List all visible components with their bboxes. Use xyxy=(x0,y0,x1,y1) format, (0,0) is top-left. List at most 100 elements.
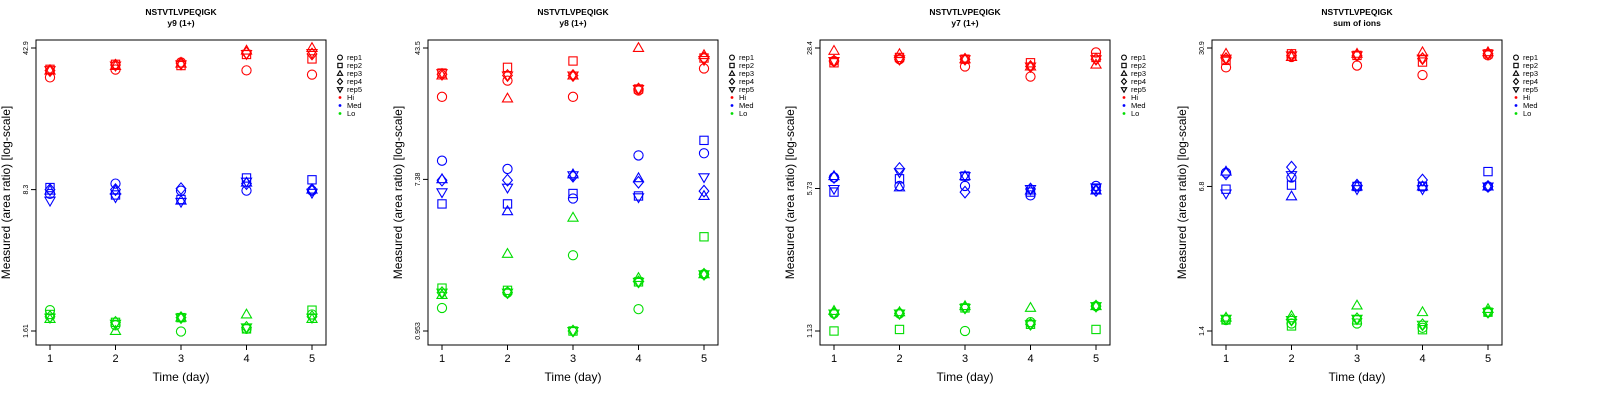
legend-label: Hi xyxy=(1523,93,1530,102)
x-tick-label: 1 xyxy=(831,353,837,365)
legend-marker-rep1 xyxy=(1513,54,1519,61)
legend-marker-rep5 xyxy=(728,87,736,94)
data-point-med-rep4 xyxy=(44,183,56,197)
legend-label: rep1 xyxy=(1131,53,1146,62)
data-point-lo-rep3 xyxy=(1350,299,1364,310)
data-point-med-rep5 xyxy=(1285,171,1298,182)
chart-subtitle: y8 (1+) xyxy=(559,18,586,28)
y-axis-label: Measured (area ratio) [log-scale] xyxy=(0,106,13,279)
data-point-hi-rep5 xyxy=(174,60,188,71)
data-point-med-rep5 xyxy=(43,196,57,208)
data-point-lo-rep3 xyxy=(501,247,514,258)
x-axis-label: Time (day) xyxy=(153,370,210,384)
data-point-lo-rep3 xyxy=(632,271,645,282)
data-point-med-rep5 xyxy=(958,172,972,183)
plot-frame xyxy=(427,39,719,346)
data-point-hi-rep3 xyxy=(305,41,319,53)
chart-subtitle: sum of ions xyxy=(1333,18,1381,28)
data-point-hi-rep3 xyxy=(109,59,122,71)
data-point-lo-rep2 xyxy=(1286,321,1297,331)
data-point-lo-rep5 xyxy=(305,313,319,325)
legend-label: rep2 xyxy=(1131,61,1146,70)
data-point-hi-rep3 xyxy=(893,47,906,59)
legend-label: rep3 xyxy=(1523,69,1538,78)
data-point-med-rep2 xyxy=(1221,184,1231,194)
data-point-med-rep1 xyxy=(502,163,513,175)
x-axis-label: Time (day) xyxy=(545,370,602,384)
data-point-hi-rep1 xyxy=(502,75,513,86)
legend-label: rep3 xyxy=(739,69,754,78)
data-point-lo-rep3 xyxy=(109,324,122,336)
data-point-hi-rep3 xyxy=(1416,45,1429,57)
data-point-lo-rep3 xyxy=(1481,302,1495,314)
data-point-med-rep5 xyxy=(1350,185,1364,196)
legend-label: Hi xyxy=(347,93,354,102)
legend-marker-rep2 xyxy=(1513,62,1519,69)
data-point-med-rep4 xyxy=(1285,160,1298,174)
data-point-med-rep2 xyxy=(568,188,578,199)
data-point-lo-rep2 xyxy=(829,326,839,336)
data-point-med-rep4 xyxy=(501,173,514,187)
y-tick-label: 0.953 xyxy=(415,322,422,340)
data-point-hi-rep5 xyxy=(827,56,841,68)
x-tick-label: 4 xyxy=(243,353,249,365)
legend-marker-rep3 xyxy=(728,69,736,76)
x-tick-label: 1 xyxy=(47,353,53,365)
data-point-med-rep4 xyxy=(893,161,906,176)
data-point-med-rep5 xyxy=(435,188,449,199)
x-tick-label: 3 xyxy=(570,353,576,365)
data-point-hi-rep2 xyxy=(568,56,578,66)
x-tick-label: 3 xyxy=(962,353,968,365)
data-point-hi-rep3 xyxy=(1219,47,1233,58)
data-point-hi-rep1 xyxy=(1351,60,1363,71)
plot-frame xyxy=(819,39,1111,346)
data-point-hi-rep5 xyxy=(1024,62,1037,73)
y-tick-label: 1.13 xyxy=(807,324,814,338)
x-tick-label: 3 xyxy=(1354,353,1360,365)
data-point-lo-rep3 xyxy=(1416,305,1429,317)
data-point-lo-rep5 xyxy=(1350,314,1364,326)
data-point-med-rep3 xyxy=(501,204,514,216)
data-point-hi-rep1 xyxy=(959,61,971,72)
data-point-med-rep3 xyxy=(305,183,319,194)
legend-label: Med xyxy=(739,101,754,110)
legend-marker-rep3 xyxy=(1512,69,1520,76)
data-point-lo-rep3 xyxy=(240,308,253,319)
legend-label: rep5 xyxy=(1523,85,1538,94)
data-point-hi-rep3 xyxy=(632,41,645,53)
legend-label: rep4 xyxy=(1523,77,1538,86)
data-point-med-rep5 xyxy=(174,197,188,209)
x-tick-label: 4 xyxy=(635,353,641,365)
legend-marker-rep1 xyxy=(729,54,735,61)
data-point-lo-rep5 xyxy=(109,319,122,331)
y-axis-label: Measured (area ratio) [log-scale] xyxy=(783,106,797,279)
data-point-hi-rep5 xyxy=(1416,54,1429,66)
data-point-med-rep5 xyxy=(1219,189,1233,200)
legend-label: Lo xyxy=(1131,109,1139,118)
x-tick-label: 5 xyxy=(1485,353,1491,365)
data-point-lo-rep5 xyxy=(501,288,514,300)
y-tick-label: 8.3 xyxy=(23,185,30,195)
data-point-med-rep3 xyxy=(1285,190,1298,201)
data-point-med-rep4 xyxy=(959,185,971,199)
data-point-med-rep3 xyxy=(1481,180,1495,191)
data-point-lo-rep3 xyxy=(1285,309,1298,320)
data-point-lo-rep3 xyxy=(697,267,711,279)
y-tick-label: 43.5 xyxy=(415,41,422,55)
x-tick-label: 2 xyxy=(896,353,902,365)
legend-label: Med xyxy=(1131,101,1146,110)
legend-marker-rep2 xyxy=(1121,62,1127,69)
legend-color-lo xyxy=(730,112,734,115)
data-point-hi-rep1 xyxy=(436,91,448,102)
legend-color-hi xyxy=(338,96,342,99)
data-point-hi-rep5 xyxy=(697,55,711,67)
plot-frame xyxy=(35,39,327,346)
legend-label: Med xyxy=(347,101,362,110)
data-point-hi-rep5 xyxy=(305,48,319,60)
